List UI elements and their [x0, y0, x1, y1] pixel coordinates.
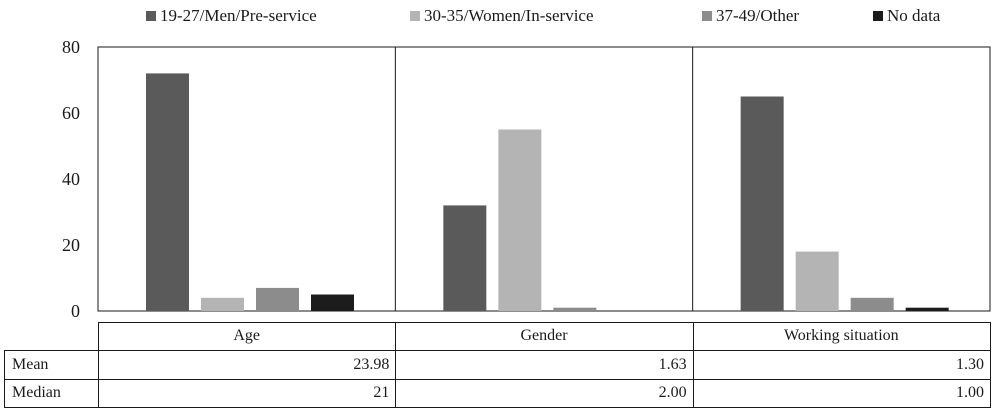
bar: [311, 294, 354, 311]
bar: [256, 287, 299, 311]
table-border: [4, 350, 990, 351]
table-cell: 23.98: [353, 355, 390, 373]
table-border: [395, 322, 397, 408]
plot-frame: [97, 46, 991, 312]
table-cell: 1.63: [658, 355, 687, 373]
legend-label: 19-27/Men/Pre-service: [160, 6, 317, 25]
bar: [498, 129, 542, 311]
legend-label: 37-49/Other: [716, 6, 800, 25]
legend-item: 30-35/Women/In-service: [410, 6, 594, 26]
legend-label: 30-35/Women/In-service: [424, 6, 594, 25]
chart-legend: 19-27/Men/Pre-service 30-35/Women/In-serv…: [0, 0, 992, 34]
table-cell: 21: [373, 384, 390, 401]
table-column-header: Gender: [520, 327, 568, 344]
bar: [850, 297, 894, 311]
y-tick-label: 60: [62, 103, 80, 123]
legend-swatch: [410, 11, 420, 21]
bar: [740, 96, 784, 311]
table-cell: 1.30: [955, 355, 984, 373]
legend-item: 19-27/Men/Pre-service: [146, 6, 317, 26]
table-cell: 1.00: [955, 384, 984, 401]
table-border: [4, 350, 5, 408]
table-border: [98, 322, 990, 323]
table-row-label: Mean: [12, 355, 49, 373]
table-cell: 2.00: [658, 384, 687, 401]
legend-label: No data: [887, 6, 941, 25]
legend-swatch: [873, 11, 883, 21]
table-border: [4, 379, 990, 380]
table-border: [98, 322, 99, 408]
y-tick-label: 0: [71, 301, 80, 321]
bar: [201, 297, 244, 311]
bar: [146, 73, 189, 312]
bar: [905, 307, 949, 311]
bar-chart: 0 20 40 60 80: [62, 37, 991, 321]
statistics-table: Age Gender Working situation Mean 23.98 1.63 1…: [0, 322, 992, 408]
table-row-label: Median: [12, 384, 61, 401]
table-border: [692, 322, 694, 408]
table-column-header: Age: [233, 327, 260, 344]
table-column-header: Working situation: [783, 327, 899, 344]
y-tick-label: 40: [62, 169, 80, 189]
y-tick-label: 80: [62, 37, 80, 57]
bar: [795, 251, 839, 311]
bar: [553, 307, 597, 311]
legend-swatch: [146, 11, 156, 21]
y-tick-label: 20: [62, 235, 80, 255]
legend-swatch: [702, 11, 712, 21]
legend-item: No data: [873, 6, 940, 26]
table-border: [990, 322, 991, 408]
legend-item: 37-49/Other: [702, 6, 799, 26]
bar: [443, 205, 487, 311]
